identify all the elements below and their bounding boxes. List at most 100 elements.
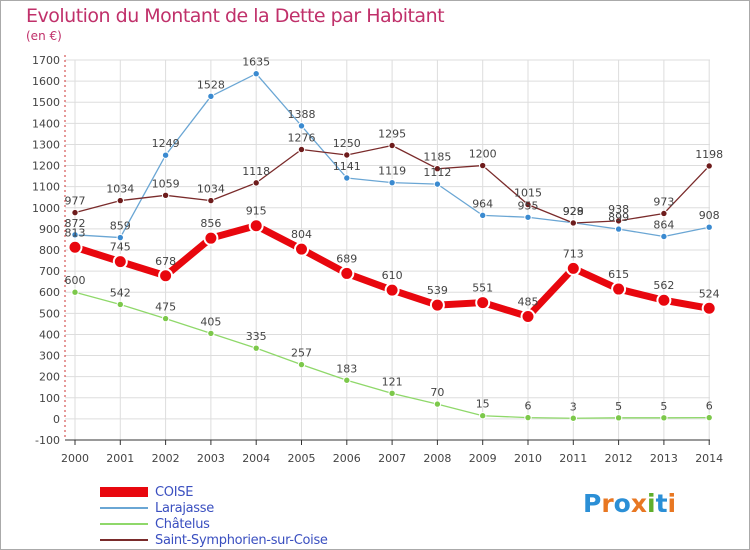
- data-point: [569, 414, 577, 422]
- data-point: [660, 414, 668, 422]
- data-label: 257: [291, 347, 312, 360]
- x-tick-label: 2004: [242, 452, 270, 465]
- data-label: 977: [65, 195, 86, 208]
- data-point: [611, 281, 627, 297]
- data-label: 1015: [514, 187, 542, 200]
- data-point: [479, 161, 487, 170]
- data-label: 689: [336, 252, 357, 265]
- proxiti-logo: Proxiti: [583, 489, 677, 518]
- x-tick-label: 2009: [469, 452, 497, 465]
- data-label: 955: [518, 199, 539, 212]
- data-label: 745: [110, 241, 131, 254]
- data-label: 610: [382, 269, 403, 282]
- data-point: [71, 288, 79, 296]
- data-label: 1200: [469, 148, 497, 161]
- data-point: [161, 191, 170, 200]
- data-point: [158, 268, 174, 284]
- data-point: [433, 165, 442, 173]
- data-label: 856: [200, 217, 221, 230]
- data-point: [67, 239, 83, 255]
- data-point: [252, 179, 260, 187]
- data-label: 485: [518, 296, 539, 309]
- data-point: [429, 297, 445, 313]
- x-tick-label: 2008: [423, 452, 451, 465]
- data-point: [565, 260, 581, 276]
- data-label: 1118: [242, 165, 270, 178]
- data-point: [479, 211, 487, 220]
- legend-swatch: [100, 487, 148, 497]
- y-tick-label: 1500: [32, 96, 60, 109]
- x-tick-label: 2001: [106, 452, 134, 465]
- y-tick-label: 800: [39, 244, 60, 257]
- y-tick-label: 200: [39, 371, 60, 384]
- data-point: [343, 174, 351, 182]
- data-point: [701, 300, 717, 316]
- data-point: [705, 162, 713, 170]
- data-label: 600: [65, 274, 86, 287]
- data-point: [614, 217, 623, 225]
- y-tick-label: 0: [53, 413, 60, 426]
- data-label: 899: [608, 211, 629, 224]
- x-tick-label: 2014: [695, 452, 723, 465]
- x-tick-label: 2005: [288, 452, 316, 465]
- data-label: 964: [472, 197, 493, 210]
- legend-label: Larajasse: [155, 501, 214, 516]
- data-label: 804: [291, 228, 312, 241]
- data-point: [660, 232, 668, 241]
- y-tick-label: 1300: [32, 138, 60, 151]
- data-label: 551: [472, 282, 493, 295]
- y-tick-label: 500: [39, 307, 60, 320]
- data-label: 1198: [695, 148, 723, 161]
- data-label: 859: [110, 220, 131, 233]
- data-point: [207, 329, 215, 338]
- data-label: 1249: [152, 137, 180, 150]
- data-point: [207, 196, 215, 205]
- data-label: 1295: [378, 128, 406, 141]
- data-label: 15: [476, 398, 490, 411]
- data-label: 872: [65, 217, 86, 230]
- data-point: [294, 241, 309, 257]
- data-label: 542: [110, 286, 131, 299]
- data-point: [475, 295, 491, 311]
- chart-subtitle: (en €): [26, 29, 62, 43]
- data-point: [479, 412, 487, 420]
- data-point: [524, 413, 532, 422]
- data-point: [116, 233, 125, 242]
- data-point: [614, 225, 623, 233]
- data-point: [203, 230, 219, 246]
- data-point: [343, 151, 351, 159]
- y-tick-label: 1600: [32, 75, 60, 88]
- data-point: [161, 314, 170, 323]
- data-point: [705, 413, 713, 422]
- data-point: [343, 376, 351, 384]
- y-tick-label: 1700: [32, 54, 60, 67]
- y-tick-label: 600: [39, 286, 60, 299]
- data-point: [433, 400, 442, 408]
- data-label: 1635: [242, 56, 270, 69]
- x-tick-label: 2013: [650, 452, 678, 465]
- data-label: 6: [706, 400, 713, 413]
- data-point: [297, 145, 306, 154]
- y-tick-label: -100: [35, 434, 60, 447]
- x-tick-label: 2007: [378, 452, 406, 465]
- x-tick-label: 2003: [197, 452, 225, 465]
- y-tick-label: 400: [39, 328, 60, 341]
- data-point: [116, 300, 125, 309]
- data-point: [388, 389, 396, 398]
- legend-swatch: [100, 523, 148, 525]
- data-point: [252, 70, 260, 78]
- legend-swatch: [100, 539, 148, 541]
- data-label: 475: [155, 301, 176, 314]
- data-point: [705, 223, 713, 231]
- x-tick-label: 2011: [559, 452, 587, 465]
- data-label: 1059: [152, 177, 180, 190]
- data-point: [569, 219, 577, 227]
- data-label: 1034: [106, 183, 134, 196]
- data-point: [71, 231, 79, 239]
- x-tick-label: 2006: [333, 452, 361, 465]
- legend-label: Châtelus: [155, 517, 210, 532]
- data-label: 1112: [423, 166, 451, 179]
- data-label: 864: [653, 218, 674, 231]
- y-tick-label: 1200: [32, 160, 60, 173]
- data-point: [433, 180, 442, 188]
